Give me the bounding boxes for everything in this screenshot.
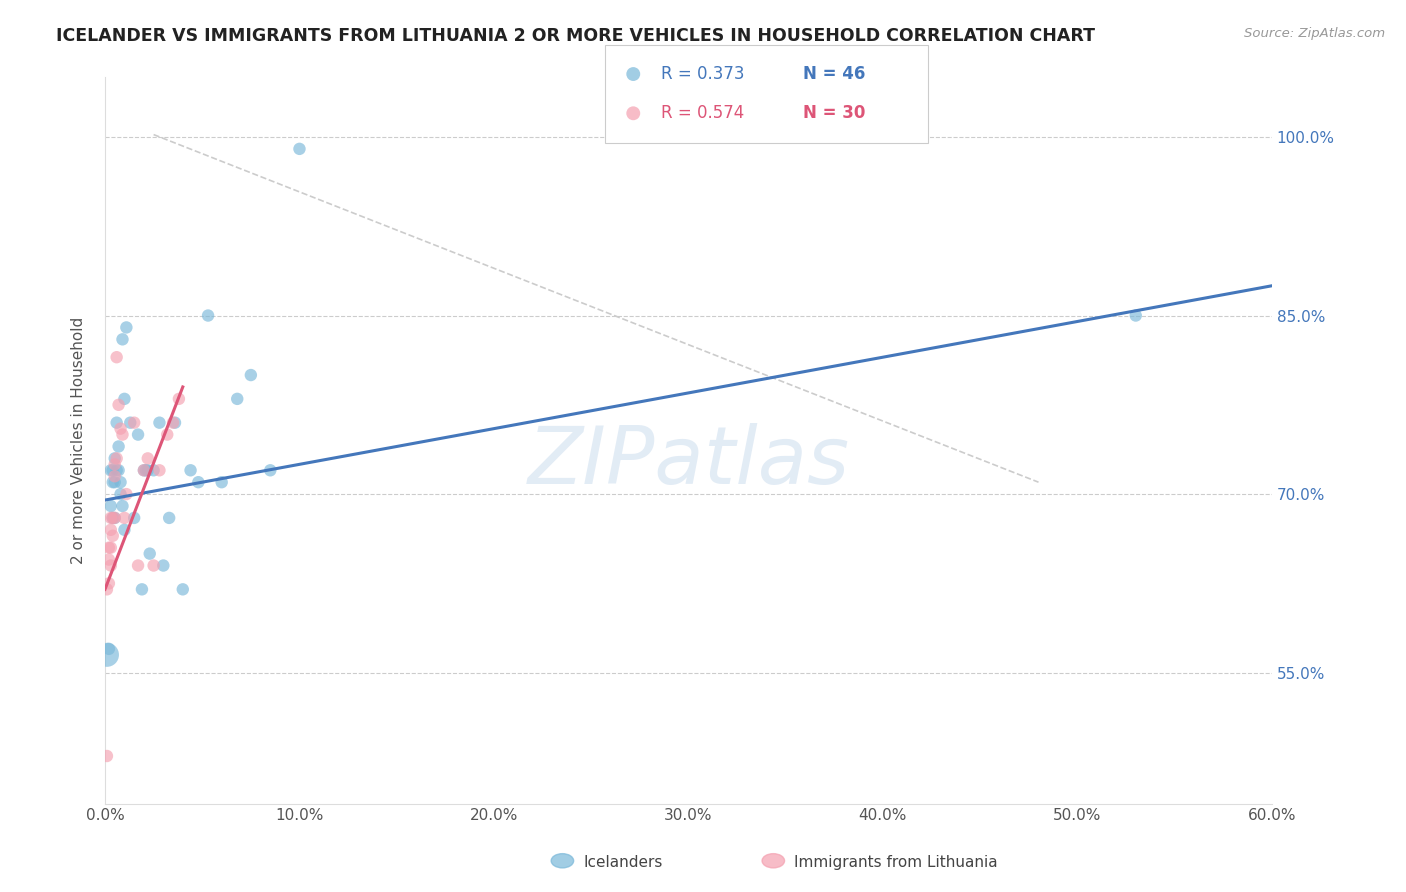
Point [127, 558, 149, 573]
Point [100, 523, 122, 537]
Point [114, 511, 136, 525]
Point [100, 463, 122, 477]
Point [107, 440, 129, 454]
Point [104, 511, 127, 525]
Point [115, 320, 138, 334]
Point [104, 469, 127, 483]
Text: R = 0.373: R = 0.373 [661, 65, 745, 83]
Point [138, 547, 160, 561]
Point [187, 475, 209, 490]
Point [142, 558, 165, 573]
Point [96, 648, 118, 662]
Point [101, 511, 124, 525]
Point [97, 552, 120, 566]
Point [107, 463, 129, 477]
Point [104, 475, 127, 490]
Point [100, 558, 122, 573]
Point [152, 558, 174, 573]
Text: N = 46: N = 46 [803, 65, 866, 83]
Point [105, 416, 128, 430]
Point [107, 398, 129, 412]
Point [101, 529, 124, 543]
Point [239, 368, 262, 382]
Point [136, 451, 159, 466]
Point [114, 523, 136, 537]
Point [105, 463, 128, 477]
Point [180, 463, 202, 477]
Point [104, 451, 127, 466]
Point [110, 487, 132, 501]
Text: N = 30: N = 30 [803, 104, 866, 122]
Point [172, 582, 194, 597]
Text: Icelanders: Icelanders [583, 855, 662, 870]
Point [638, 130, 661, 145]
Point [127, 427, 149, 442]
Point [100, 499, 122, 513]
Point [110, 422, 132, 436]
Point [621, 67, 644, 81]
Point [101, 511, 124, 525]
Point [111, 332, 134, 346]
Point [120, 416, 142, 430]
Point [163, 416, 186, 430]
Point [156, 427, 179, 442]
Text: Immigrants from Lithuania: Immigrants from Lithuania [794, 855, 998, 870]
Point [157, 511, 180, 525]
Point [167, 392, 190, 406]
Point [122, 511, 145, 525]
Text: R = 0.574: R = 0.574 [661, 104, 744, 122]
Point [211, 475, 233, 490]
Point [162, 416, 184, 430]
Point [148, 416, 170, 430]
Point [136, 463, 159, 477]
Point [621, 106, 644, 120]
Point [131, 582, 153, 597]
Text: ZIPatlas: ZIPatlas [527, 424, 849, 501]
Point [111, 499, 134, 513]
Point [135, 463, 157, 477]
Point [115, 487, 138, 501]
Point [197, 309, 219, 323]
Point [104, 458, 127, 472]
Point [132, 463, 155, 477]
Point [1125, 309, 1147, 323]
Point [122, 416, 145, 430]
Point [259, 463, 281, 477]
Point [114, 392, 136, 406]
Point [101, 475, 124, 490]
Y-axis label: 2 or more Vehicles in Household: 2 or more Vehicles in Household [72, 317, 86, 564]
Point [288, 142, 311, 156]
Point [96, 582, 118, 597]
Point [142, 463, 165, 477]
Point [97, 576, 120, 591]
Point [105, 350, 128, 364]
Point [148, 463, 170, 477]
Point [696, 130, 718, 145]
Point [226, 392, 249, 406]
Point [100, 541, 122, 555]
Point [105, 451, 128, 466]
Point [132, 463, 155, 477]
Point [97, 641, 120, 656]
Point [96, 749, 118, 764]
Point [101, 463, 124, 477]
Text: ICELANDER VS IMMIGRANTS FROM LITHUANIA 2 OR MORE VEHICLES IN HOUSEHOLD CORRELATI: ICELANDER VS IMMIGRANTS FROM LITHUANIA 2… [56, 27, 1095, 45]
Text: Source: ZipAtlas.com: Source: ZipAtlas.com [1244, 27, 1385, 40]
Point [104, 511, 127, 525]
Point [97, 541, 120, 555]
Point [111, 427, 134, 442]
Point [110, 475, 132, 490]
Point [100, 511, 122, 525]
